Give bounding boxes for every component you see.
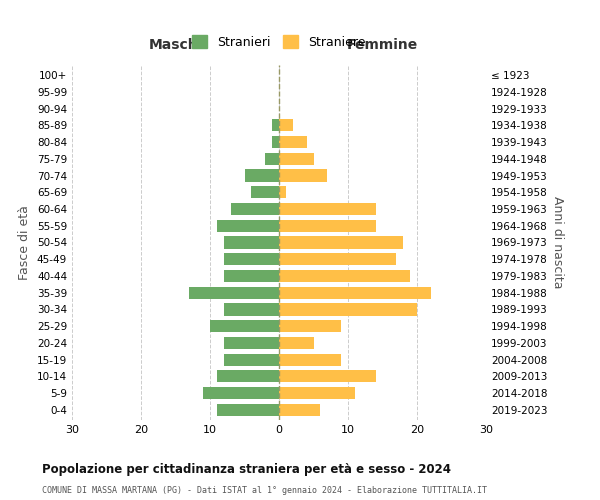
- Bar: [279, 186, 286, 198]
- Bar: [279, 320, 341, 332]
- Bar: [224, 270, 279, 282]
- Bar: [279, 354, 341, 366]
- Bar: [279, 220, 376, 232]
- Y-axis label: Anni di nascita: Anni di nascita: [551, 196, 564, 289]
- Bar: [279, 270, 410, 282]
- Bar: [224, 236, 279, 248]
- Bar: [224, 253, 279, 266]
- Bar: [210, 320, 279, 332]
- Bar: [279, 136, 307, 148]
- Bar: [272, 136, 279, 148]
- Bar: [279, 404, 320, 416]
- Bar: [230, 203, 279, 215]
- Text: Femmine: Femmine: [347, 38, 418, 52]
- Bar: [279, 370, 376, 382]
- Bar: [251, 186, 279, 198]
- Bar: [224, 354, 279, 366]
- Bar: [217, 404, 279, 416]
- Bar: [224, 304, 279, 316]
- Bar: [217, 220, 279, 232]
- Bar: [279, 152, 314, 165]
- Bar: [279, 253, 397, 266]
- Bar: [203, 387, 279, 399]
- Bar: [190, 286, 279, 299]
- Text: COMUNE DI MASSA MARTANA (PG) - Dati ISTAT al 1° gennaio 2024 - Elaborazione TUTT: COMUNE DI MASSA MARTANA (PG) - Dati ISTA…: [42, 486, 487, 495]
- Bar: [245, 170, 279, 181]
- Bar: [279, 120, 293, 132]
- Bar: [279, 337, 314, 349]
- Bar: [279, 170, 328, 181]
- Y-axis label: Fasce di età: Fasce di età: [19, 205, 31, 280]
- Bar: [279, 203, 376, 215]
- Bar: [272, 120, 279, 132]
- Bar: [279, 286, 431, 299]
- Bar: [279, 387, 355, 399]
- Bar: [265, 152, 279, 165]
- Legend: Stranieri, Straniere: Stranieri, Straniere: [187, 30, 371, 54]
- Text: Popolazione per cittadinanza straniera per età e sesso - 2024: Popolazione per cittadinanza straniera p…: [42, 462, 451, 475]
- Bar: [224, 337, 279, 349]
- Bar: [279, 304, 417, 316]
- Text: Maschi: Maschi: [148, 38, 203, 52]
- Bar: [279, 236, 403, 248]
- Bar: [217, 370, 279, 382]
